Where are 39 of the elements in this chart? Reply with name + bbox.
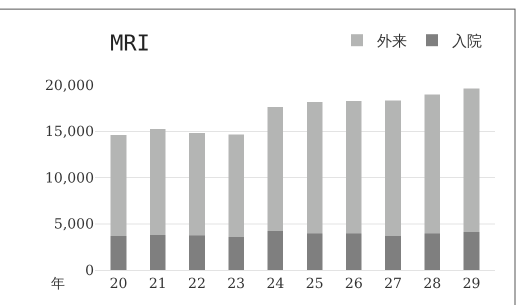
bar [189,235,205,270]
x-tick-label: 27 [384,276,402,292]
bar [424,94,440,234]
bar [464,88,480,232]
x-tick-label: 22 [188,276,206,292]
bar [306,233,322,270]
x-tick-label: 29 [462,276,480,292]
y-tick-label: 20,000 [45,78,94,94]
legend-label: 入院 [452,32,482,50]
x-axis-title: 年 [51,276,65,292]
x-tick-label: 23 [227,276,246,292]
bar [228,134,244,238]
y-tick-label: 10,000 [45,170,94,186]
y-tick-label: 15,000 [45,124,94,140]
bar [150,234,166,270]
x-tick-label: 28 [423,276,442,292]
bar [306,102,322,234]
bar [189,133,205,236]
bar [424,233,440,270]
bar [268,107,284,232]
bar [385,100,401,236]
bar [385,236,401,270]
y-tick-label: 0 [85,262,94,279]
bar [464,232,480,270]
bar [150,128,166,235]
chart-title: MRI [110,31,150,56]
x-tick-label: 20 [110,276,128,292]
bar [110,134,126,236]
x-tick-label: 21 [148,276,167,292]
legend-label: 外来 [377,32,407,50]
bar [228,237,244,270]
bar [268,231,284,270]
x-tick-label: 26 [344,276,363,292]
x-tick-label: 24 [266,276,284,292]
x-tick-label: 25 [306,276,324,292]
y-tick-label: 5,000 [54,216,94,233]
bar [346,101,362,234]
bar [346,233,362,270]
bar [110,236,126,270]
